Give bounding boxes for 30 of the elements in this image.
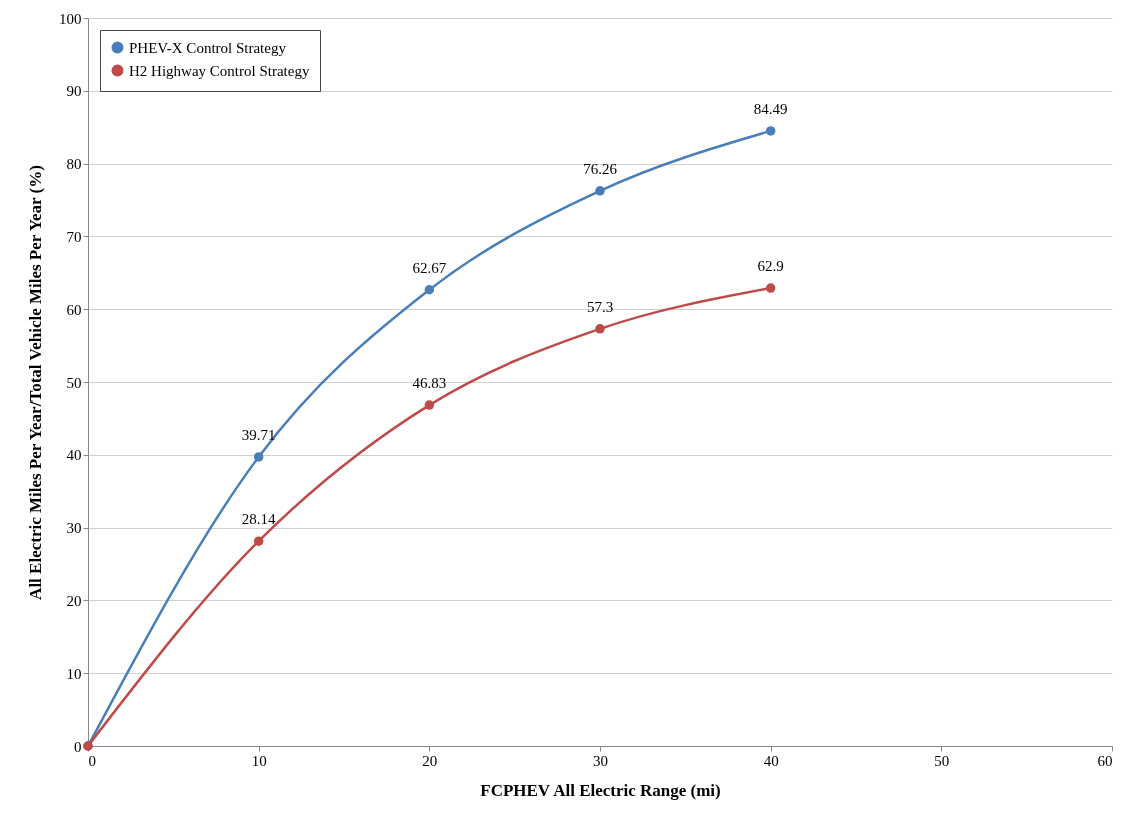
x-tick-label: 30 [593, 752, 608, 769]
data-label: 28.14 [241, 511, 277, 528]
y-tick-label: 100 [59, 10, 82, 27]
legend-label: H2 Highway Control Strategy [129, 62, 310, 79]
y-tick-label: 10 [66, 665, 82, 682]
y-tick-label: 50 [66, 374, 82, 391]
x-tick-label: 20 [422, 752, 438, 769]
x-tick-label: 40 [763, 752, 779, 769]
data-label: 62.67 [412, 259, 447, 276]
y-tick-label: 90 [66, 83, 82, 100]
y-tick-label: 70 [66, 228, 82, 245]
x-tick-label: 60 [1097, 752, 1113, 769]
y-tick-label: 40 [66, 447, 82, 464]
x-axis-title: FCPHEV All Electric Range (mi) [480, 780, 721, 800]
x-tick-label: 50 [934, 752, 950, 769]
x-tick-label: 10 [251, 752, 267, 769]
y-tick-label: 0 [74, 738, 82, 755]
data-label: 84.49 [753, 100, 788, 117]
y-tick-label: 30 [66, 520, 82, 537]
data-label: 57.3 [586, 298, 614, 315]
y-tick-label: 60 [66, 301, 82, 318]
y-tick-label: 80 [66, 156, 82, 173]
data-label: 76.26 [583, 160, 618, 177]
y-axis-title: All Electric Miles Per Year/Total Vehicle Miles Per Year (%) [26, 165, 45, 600]
legend-label: PHEV-X Control Strategy [129, 39, 287, 56]
data-label: 39.71 [241, 426, 276, 443]
data-label: 62.9 [757, 258, 784, 275]
data-label: 46.83 [412, 375, 447, 392]
x-tick-label: 0 [88, 752, 96, 769]
y-tick-label: 20 [66, 592, 82, 609]
